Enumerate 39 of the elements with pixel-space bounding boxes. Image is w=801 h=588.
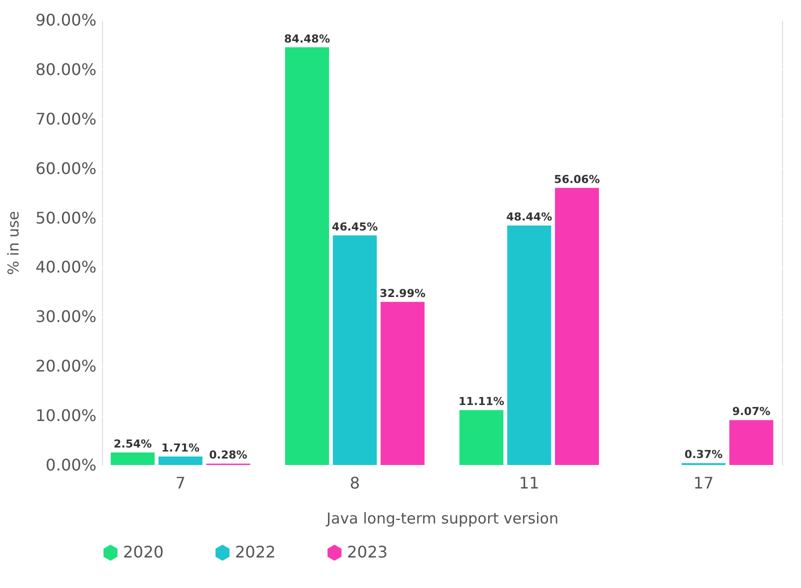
y-tick-label: 30.00% [35, 307, 96, 326]
data-label: 48.44% [506, 210, 552, 224]
bar [158, 456, 202, 465]
data-label: 0.28% [209, 448, 248, 462]
y-axis-title: % in use [4, 210, 22, 276]
y-tick-label: 50.00% [35, 208, 96, 228]
x-tick-label: 8 [350, 474, 360, 492]
bar [380, 302, 425, 465]
bar [332, 235, 377, 465]
x-tick-label: 11 [519, 474, 540, 492]
y-tick-label: 40.00% [35, 258, 96, 277]
y-tick-label: 0.00% [46, 456, 96, 474]
bar [285, 47, 330, 465]
x-tick-label: 17 [693, 474, 714, 492]
y-tick-label: 20.00% [35, 356, 96, 376]
bar [554, 188, 599, 465]
data-label: 84.48% [284, 32, 330, 46]
x-axis-title: Java long-term support version [326, 510, 558, 528]
y-tick-label: 60.00% [35, 158, 96, 178]
y-tick-label: 80.00% [35, 60, 96, 79]
x-tick-label: 7 [175, 474, 186, 492]
bar [459, 410, 504, 465]
bar [729, 420, 774, 465]
data-label: 0.37% [684, 448, 723, 462]
legend-label: 2020 [123, 542, 164, 562]
data-label: 46.45% [332, 220, 378, 234]
y-tick-label: 90.00% [35, 10, 96, 30]
legend-label: 2022 [235, 542, 276, 562]
data-label: 11.11% [458, 395, 504, 408]
legend-label: 2023 [347, 542, 388, 562]
bar [507, 225, 552, 465]
y-tick-label: 10.00% [35, 406, 96, 426]
data-label: 32.99% [380, 286, 426, 300]
data-label: 1.71% [161, 442, 200, 455]
data-label: 2.54% [114, 437, 152, 450]
data-label: 56.06% [554, 172, 600, 186]
y-tick-label: 70.00% [35, 109, 96, 128]
data-label: 9.07% [732, 405, 770, 418]
bar [110, 452, 155, 465]
